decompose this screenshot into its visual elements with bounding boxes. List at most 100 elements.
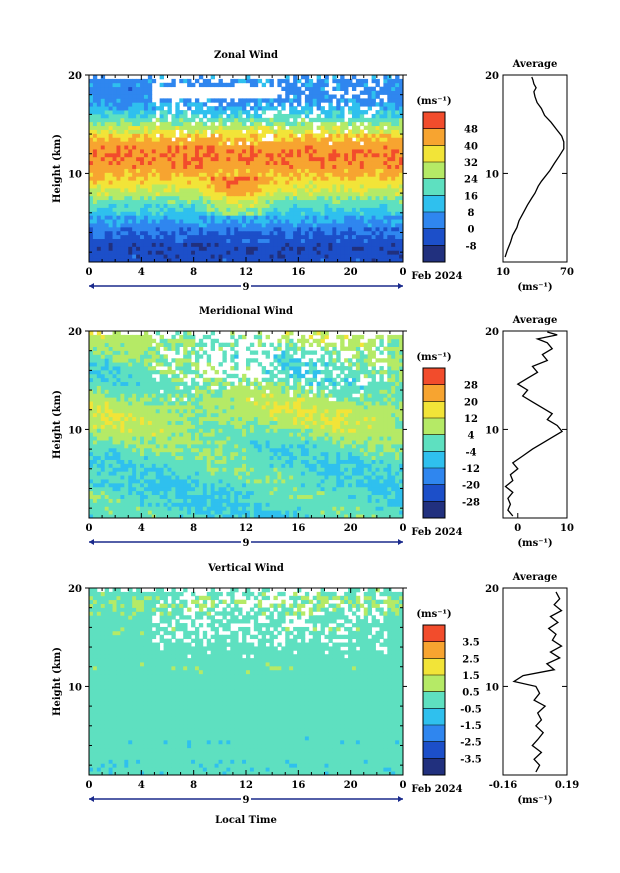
heatmap-cell (179, 203, 184, 208)
heatmap-cell (304, 172, 310, 177)
heatmap-cell (246, 226, 251, 232)
heatmap-cell (273, 184, 278, 189)
heatmap-cell (238, 125, 243, 130)
heatmap-cell (143, 254, 149, 259)
heatmap-cell (210, 191, 216, 197)
heatmap-cell (348, 467, 353, 472)
heatmap-cell (297, 172, 302, 177)
heatmap-cell (249, 238, 255, 243)
heatmap-cell (163, 455, 168, 460)
heatmap-cell (289, 482, 294, 488)
heatmap-cell (206, 187, 212, 193)
heatmap-cell (147, 502, 153, 507)
heatmap-cell (344, 145, 349, 150)
heatmap-cell (230, 246, 235, 251)
heatmap-cell (191, 219, 196, 224)
heatmap-cell (348, 223, 353, 228)
heatmap-cell (289, 506, 294, 511)
heatmap-cell (198, 242, 204, 247)
heatmap-cell (183, 137, 188, 142)
heatmap-cell (328, 191, 333, 197)
heatmap-cell (226, 219, 231, 224)
heatmap-cell (285, 82, 290, 88)
heatmap-cell (96, 250, 102, 255)
heatmap-cell (226, 106, 231, 111)
heatmap-cell (273, 106, 278, 111)
heatmap-cell (198, 246, 204, 251)
heatmap-cell (230, 459, 235, 464)
heatmap-cell (179, 156, 184, 162)
heatmap-cell (89, 117, 94, 123)
heatmap-cell (261, 514, 267, 519)
heatmap-cell (359, 451, 365, 457)
heatmap-cell (159, 168, 164, 173)
heatmap-cell (297, 149, 302, 154)
heatmap-cell (104, 215, 110, 220)
heatmap-cell (344, 187, 349, 193)
heatmap-cell (89, 137, 94, 142)
heatmap-cell (230, 494, 235, 499)
heatmap-cell (159, 121, 164, 127)
heatmap-cell (269, 506, 274, 511)
heatmap-cell (257, 223, 263, 228)
heatmap-cell (320, 195, 325, 201)
heatmap-cell (238, 494, 243, 499)
heatmap-cell (210, 234, 216, 240)
heatmap-cell (202, 211, 208, 216)
heatmap-cell (379, 149, 384, 154)
heatmap-cell (100, 498, 106, 503)
heatmap-cell (395, 156, 400, 162)
heatmap-cell (304, 180, 310, 185)
heatmap-cell (375, 510, 380, 515)
heatmap-cell (281, 164, 286, 169)
heatmap-cell (308, 168, 314, 173)
heatmap-cell (202, 451, 208, 457)
heatmap-cell (155, 203, 161, 208)
heatmap-cell (100, 211, 106, 216)
heatmap-cell (367, 467, 373, 472)
heatmap-cell (112, 510, 117, 515)
heatmap-cell (140, 102, 145, 107)
heatmap-cell (340, 110, 345, 115)
heatmap-cell (289, 486, 294, 492)
heatmap-cell (171, 455, 176, 460)
heatmap-cell (191, 475, 196, 480)
heatmap-cell (89, 121, 94, 127)
heatmap-cell (277, 226, 282, 232)
heatmap-cell (359, 195, 365, 201)
heatmap-cell (222, 479, 227, 484)
heatmap-cell (218, 164, 223, 169)
heatmap-cell (96, 226, 102, 232)
heatmap-cell (128, 459, 133, 464)
heatmap-cell (143, 467, 149, 472)
heatmap-cell (222, 199, 227, 204)
heatmap-cell (293, 451, 298, 457)
heatmap-cell (383, 199, 388, 204)
heatmap-cell (194, 238, 200, 243)
heatmap-cell (359, 479, 365, 484)
heatmap-cell (124, 145, 129, 150)
heatmap-cell (249, 152, 255, 158)
heatmap-cell (140, 133, 145, 138)
heatmap-cell (159, 451, 164, 457)
heatmap-cell (210, 133, 216, 138)
heatmap-cell (159, 447, 164, 453)
heatmap-cell (140, 113, 145, 119)
heatmap-cell (191, 203, 196, 208)
heatmap-cell (187, 78, 192, 84)
colorbar-swatch (423, 245, 445, 263)
heatmap-cell (375, 117, 380, 123)
heatmap-cell (367, 156, 373, 162)
heatmap-cell (100, 494, 106, 499)
heatmap-cell (265, 250, 270, 255)
heatmap-cell (375, 463, 380, 468)
heatmap-cell (96, 482, 102, 488)
heatmap-cell (206, 250, 212, 255)
heatmap-cell (242, 184, 247, 189)
heatmap-cell (104, 90, 110, 95)
heatmap-cell (246, 514, 251, 519)
heatmap-cell (391, 211, 396, 216)
heatmap-cell (198, 482, 204, 488)
heatmap-cell (140, 447, 145, 453)
heatmap-cell (261, 180, 267, 185)
